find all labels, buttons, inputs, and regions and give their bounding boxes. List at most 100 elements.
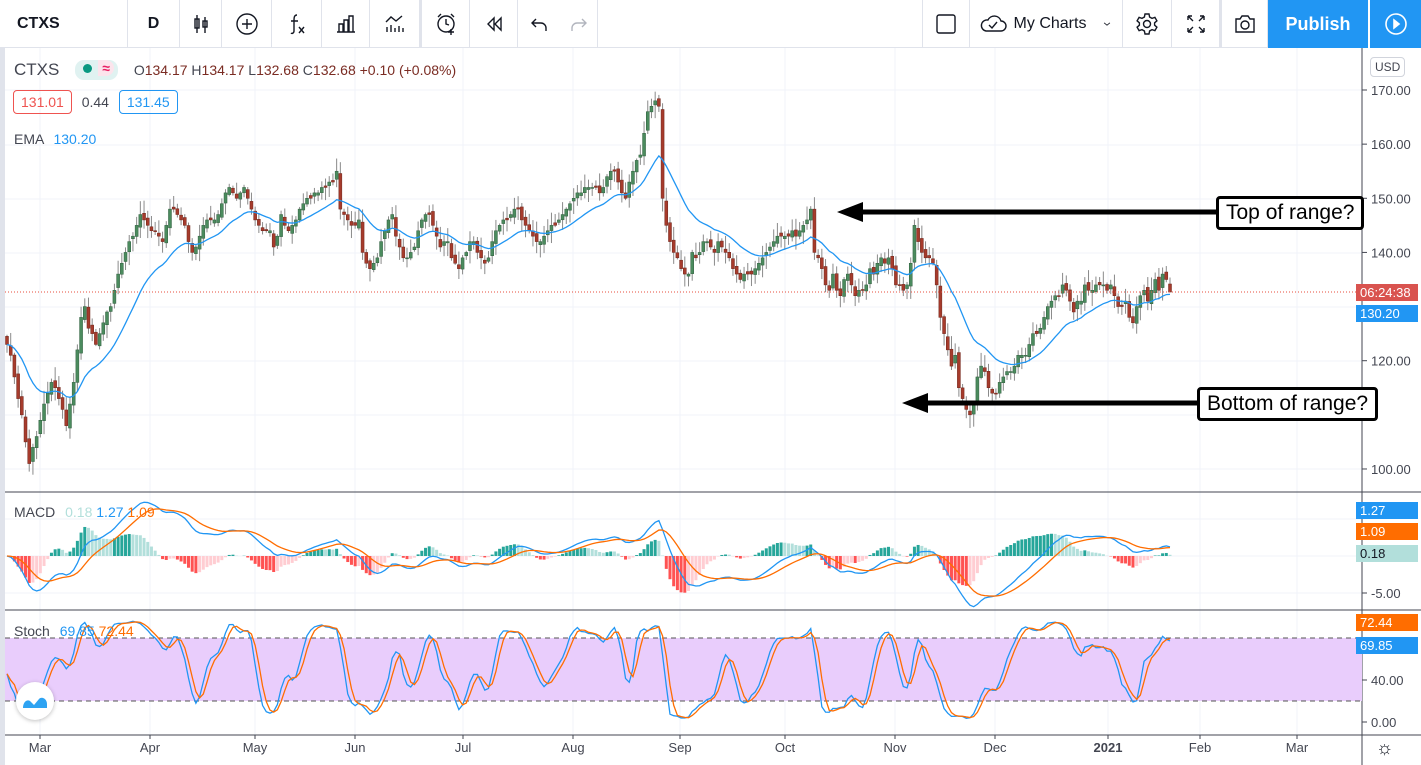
fullscreen-icon[interactable] [1172, 0, 1220, 48]
candle-up [120, 262, 124, 275]
candle-up [290, 225, 294, 234]
candle-down [838, 288, 843, 296]
macd-histogram-bar [46, 556, 50, 560]
candle-up [608, 170, 613, 180]
candle-down [23, 416, 28, 443]
candle-down [171, 206, 176, 210]
candle-up [1008, 371, 1013, 373]
annotation-bottom-of-range[interactable]: Bottom of range? [1197, 387, 1379, 421]
macd-legend[interactable]: MACD 0.18 1.27 1.09 [14, 504, 155, 520]
ema-line [6, 154, 1171, 398]
candle-up [205, 219, 209, 229]
candle-down [527, 224, 531, 232]
macd-histogram-bar [642, 549, 646, 556]
macd-histogram-bar [338, 554, 342, 556]
candle-up [134, 225, 139, 237]
candle-up [760, 257, 765, 266]
candle-down [994, 392, 998, 395]
macd-histogram-bar [775, 543, 779, 556]
candle-down [731, 258, 735, 269]
play-icon[interactable] [1370, 0, 1421, 48]
macd-histogram-bar [864, 556, 868, 559]
undo-icon[interactable] [518, 0, 560, 48]
candle-up [631, 170, 635, 185]
macd-histogram-bar [146, 541, 150, 556]
financials-icon[interactable] [322, 0, 370, 48]
templates-icon[interactable] [370, 0, 420, 48]
macd-histogram-bar [138, 535, 142, 556]
interval-button[interactable]: D [128, 0, 180, 48]
candle-down [657, 98, 661, 107]
indicators-fx-icon[interactable] [272, 0, 322, 48]
my-charts-label: My Charts [1013, 15, 1087, 32]
candle-up [653, 100, 657, 106]
replay-icon[interactable] [470, 0, 518, 48]
market-status-badge[interactable]: ≈ [75, 60, 118, 80]
candles-icon[interactable] [180, 0, 222, 48]
redo-icon[interactable] [560, 0, 598, 48]
macd-histogram-bar [768, 546, 772, 556]
candle-down [916, 228, 920, 242]
my-charts-button[interactable]: My Charts [970, 0, 1123, 48]
macd-histogram-bar [912, 546, 916, 556]
change-value: +0.10 (+0.08%) [359, 62, 457, 78]
candle-up [83, 306, 87, 320]
macd-histogram-bar [712, 556, 716, 560]
macd-histogram-bar [890, 548, 894, 556]
ema-legend[interactable]: EMA 130.20 [14, 131, 96, 147]
candle-up [1101, 284, 1106, 287]
macd-histogram-bar [1153, 555, 1157, 556]
macd-histogram-bar [979, 556, 983, 566]
candle-up [757, 262, 761, 271]
sell-button[interactable]: 131.01 [13, 90, 72, 114]
top-range-arrow [837, 202, 1216, 222]
candle-up [164, 225, 169, 244]
tradingview-logo[interactable] [16, 682, 54, 720]
candle-up [138, 214, 143, 228]
publish-button[interactable]: Publish [1268, 0, 1370, 48]
macd-histogram-bar [861, 556, 865, 561]
macd-histogram-bar [120, 535, 124, 556]
stoch-k-line [6, 620, 1171, 720]
candle-down [479, 250, 483, 259]
candle-up [101, 322, 106, 335]
stoch-d-line [6, 621, 1171, 719]
candle-up [575, 192, 580, 199]
candle-up [416, 230, 420, 248]
macd-histogram-bar [298, 556, 302, 558]
top-toolbar: CTXS D My Charts Publish [0, 0, 1421, 48]
add-symbol-icon[interactable] [222, 0, 272, 48]
macd-histogram-bar [201, 556, 205, 570]
candle-up [1031, 333, 1035, 346]
gear-icon[interactable] [1123, 0, 1172, 48]
symbol-search-button[interactable]: CTXS [0, 0, 128, 48]
macd-histogram-bar [505, 545, 509, 556]
currency-badge[interactable]: USD [1370, 57, 1406, 77]
macd-histogram-bar [483, 556, 487, 558]
alert-icon[interactable] [420, 0, 470, 48]
buy-button[interactable]: 131.45 [118, 90, 178, 114]
macd-histogram-bar [420, 550, 424, 556]
camera-icon[interactable] [1220, 0, 1268, 48]
macd-histogram-bar [446, 555, 450, 556]
stoch-legend[interactable]: Stoch 69.85 72.44 [14, 623, 134, 639]
candle-down [308, 195, 313, 199]
annotation-top-of-range[interactable]: Top of range? [1216, 196, 1365, 230]
candle-up [634, 160, 639, 173]
macd-histogram-bar [472, 555, 476, 556]
macd-histogram-bar [883, 547, 887, 556]
layout-square-icon[interactable] [922, 0, 970, 48]
timezone-settings-icon[interactable]: ☼ [1376, 738, 1394, 759]
macd-histogram-bar [431, 547, 435, 556]
market-open-dot-icon [83, 64, 93, 73]
macd-histogram-bar [401, 556, 405, 558]
macd-histogram-bar [961, 556, 965, 586]
candle-down [812, 208, 817, 253]
candle-up [590, 187, 594, 189]
candle-down [1068, 289, 1072, 302]
candle-up [571, 198, 576, 202]
macd-histogram-bar [20, 556, 24, 572]
countdown-badge: 06:24:38 [1356, 284, 1418, 301]
candle-up [605, 176, 609, 187]
